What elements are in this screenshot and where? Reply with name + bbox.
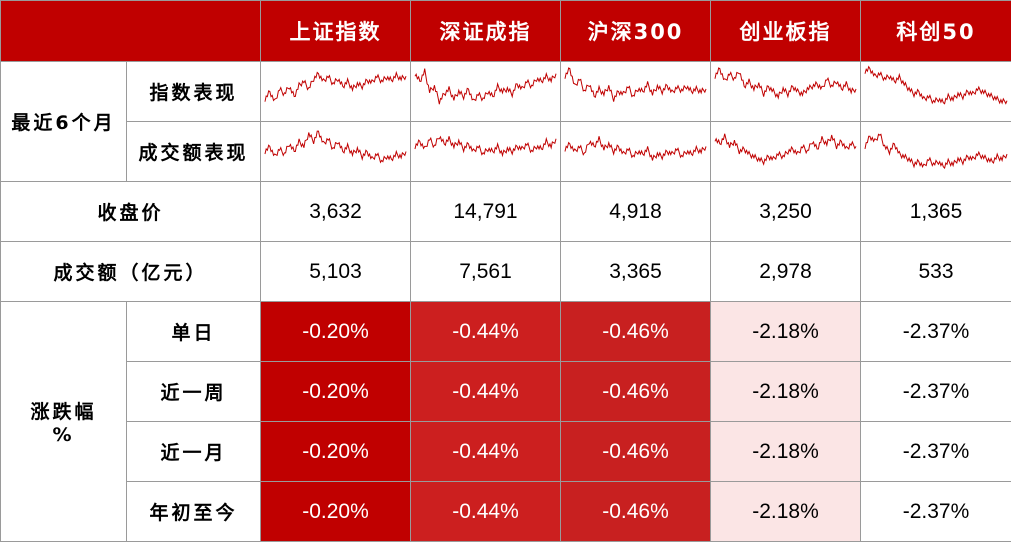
header-row: 上证指数 深证成指 沪深300 创业板指 科创50	[1, 1, 1011, 62]
index-sparkline-cell	[711, 62, 861, 122]
close-price-label: 收盘价	[1, 182, 261, 242]
index-sparkline-cell	[261, 62, 411, 122]
period-label: 近一周	[127, 362, 261, 422]
close-price-value: 3,250	[711, 182, 861, 242]
change-value: -0.44%	[411, 422, 561, 482]
sparkline-path	[865, 134, 1007, 168]
turnover-sparkline	[411, 122, 560, 181]
col-header: 沪深300	[561, 1, 711, 62]
col-header: 深证成指	[411, 1, 561, 62]
close-price-row: 收盘价 3,632 14,791 4,918 3,250 1,365	[1, 182, 1011, 242]
period-label: 单日	[127, 302, 261, 362]
turnover-sparkline-cell	[411, 122, 561, 182]
change-value: -0.20%	[261, 302, 411, 362]
sparkline-path	[415, 69, 556, 105]
sparkline-path	[715, 134, 856, 165]
turnover-sparkline	[261, 122, 410, 181]
close-price-value: 1,365	[861, 182, 1011, 242]
header-corner	[1, 1, 261, 62]
change-value: -2.18%	[711, 362, 861, 422]
turnover-value: 2,978	[711, 242, 861, 302]
change-row-month: 近一月 -0.20% -0.44% -0.46% -2.18% -2.37%	[1, 422, 1011, 482]
change-row-day: 涨跌幅 % 单日 -0.20% -0.44% -0.46% -2.18% -2.…	[1, 302, 1011, 362]
sparkline-path	[265, 72, 406, 101]
close-price-value: 4,918	[561, 182, 711, 242]
col-header: 创业板指	[711, 1, 861, 62]
turnover-sparkline-cell	[261, 122, 411, 182]
index-sparkline-cell	[861, 62, 1011, 122]
index-sparkline	[561, 62, 710, 121]
col-header: 上证指数	[261, 1, 411, 62]
change-value: -2.18%	[711, 302, 861, 362]
sparkline-path	[415, 136, 556, 155]
change-value: -0.44%	[411, 302, 561, 362]
change-value: -2.18%	[711, 422, 861, 482]
change-value: -2.37%	[861, 362, 1011, 422]
index-sparkline-cell	[561, 62, 711, 122]
period-label: 近一月	[127, 422, 261, 482]
index-sparkline	[261, 62, 410, 121]
turnover-label: 成交额（亿元）	[1, 242, 261, 302]
turnover-sparkline	[861, 122, 1011, 181]
change-label-line1: 涨跌幅	[1, 397, 126, 424]
change-value: -0.20%	[261, 362, 411, 422]
change-label: 涨跌幅 %	[1, 302, 127, 542]
index-sparkline	[411, 62, 560, 121]
turnover-sparkline-cell	[711, 122, 861, 182]
sparkline-path	[565, 136, 706, 160]
six-month-label: 最近6个月	[1, 62, 127, 182]
change-row-ytd: 年初至今 -0.20% -0.44% -0.46% -2.18% -2.37%	[1, 482, 1011, 542]
index-sparkline	[711, 62, 860, 121]
change-value: -0.46%	[561, 482, 711, 542]
change-value: -0.20%	[261, 422, 411, 482]
change-value: -0.20%	[261, 482, 411, 542]
change-row-week: 近一周 -0.20% -0.44% -0.46% -2.18% -2.37%	[1, 362, 1011, 422]
change-value: -0.46%	[561, 362, 711, 422]
sparkline-path	[265, 131, 406, 162]
sparkline-path	[715, 68, 856, 98]
turnover-sparkline-cell	[861, 122, 1011, 182]
change-value: -2.18%	[711, 482, 861, 542]
col-header: 科创50	[861, 1, 1011, 62]
turnover-sparkline	[561, 122, 710, 181]
period-label: 年初至今	[127, 482, 261, 542]
turnover-value: 533	[861, 242, 1011, 302]
index-sparkline-cell	[411, 62, 561, 122]
change-value: -2.37%	[861, 302, 1011, 362]
change-label-line2: %	[1, 424, 126, 446]
turnover-value: 5,103	[261, 242, 411, 302]
change-value: -2.37%	[861, 422, 1011, 482]
turnover-perf-label: 成交额表现	[127, 122, 261, 182]
index-perf-row: 最近6个月 指数表现	[1, 62, 1011, 122]
turnover-value: 7,561	[411, 242, 561, 302]
change-value: -0.46%	[561, 422, 711, 482]
change-value: -0.46%	[561, 302, 711, 362]
turnover-sparkline	[711, 122, 860, 181]
change-value: -0.44%	[411, 362, 561, 422]
change-value: -0.44%	[411, 482, 561, 542]
change-value: -2.37%	[861, 482, 1011, 542]
turnover-row: 成交额（亿元） 5,103 7,561 3,365 2,978 533	[1, 242, 1011, 302]
sparkline-path	[865, 67, 1007, 104]
close-price-value: 14,791	[411, 182, 561, 242]
index-perf-label: 指数表现	[127, 62, 261, 122]
turnover-sparkline-cell	[561, 122, 711, 182]
index-sparkline	[861, 62, 1011, 121]
close-price-value: 3,632	[261, 182, 411, 242]
turnover-value: 3,365	[561, 242, 711, 302]
sparkline-path	[565, 68, 706, 102]
turnover-perf-row: 成交额表现	[1, 122, 1011, 182]
